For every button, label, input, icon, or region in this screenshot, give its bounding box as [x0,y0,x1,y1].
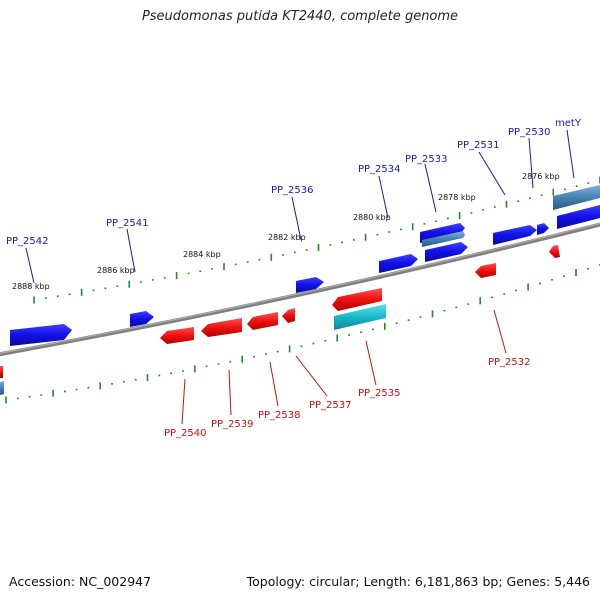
gene-label-pp2535[interactable]: PP_2535 [358,388,401,399]
kbp-label: 2884 kbp [183,250,221,259]
gene-arrow-pp2538[interactable] [247,312,278,330]
gene-label-pp2540[interactable]: PP_2540 [164,428,207,439]
gene-arrow-pp2533-rna[interactable] [422,231,465,247]
inner-tick-ring [5,264,600,404]
kbp-label: 2880 kbp [353,213,391,222]
accession-text: Accession: NC_002947 [9,574,152,589]
gene-arrow-pp2530[interactable] [537,223,549,235]
gene-label-pp2531[interactable]: PP_2531 [457,140,500,151]
genome-stats-text: Topology: circular; Length: 6,181,863 bp… [246,574,590,589]
gene-arrow-pp2535[interactable] [334,304,386,330]
reverse-strand-genes [0,245,560,395]
gene-label-pp2536[interactable]: PP_2536 [271,185,314,196]
gene-arrow-pp2532b[interactable] [549,245,560,258]
leader-line [291,196,302,241]
gene-arrow-pp2532[interactable] [475,263,496,278]
gene-arrow-pp2531[interactable] [493,225,537,245]
gene-label-pp2537[interactable]: PP_2537 [309,400,352,411]
leader-line [566,129,575,179]
gene-arrow-pp2535-a[interactable] [332,288,382,311]
leader-line [269,361,279,407]
forward-strand-genes [10,185,600,346]
gene-arrow-pp2542[interactable] [10,324,72,346]
genome-backbone [0,222,600,357]
leader-line [126,228,136,273]
leader-line [181,378,186,425]
leader-line [25,247,35,284]
outer-tick-ring [33,176,600,304]
gene-arrow-mety[interactable] [553,185,600,210]
gene-label-pp2541[interactable]: PP_2541 [106,218,149,229]
genome-title: Pseudomonas putida KT2440, complete geno… [141,9,459,24]
gene-label-pp2532[interactable]: PP_2532 [488,357,531,368]
gene-arrow-edge-left[interactable] [0,366,3,378]
forward-gene-labels: PP_2542 PP_2541 PP_2536 PP_2534 PP_2533 … [6,118,582,284]
gene-label-mety[interactable]: metY [555,118,582,129]
gene-arrow-pp2536[interactable] [296,277,324,293]
gene-label-pp2539[interactable]: PP_2539 [211,419,254,430]
leader-line [424,163,437,213]
gene-label-pp2533[interactable]: PP_2533 [405,154,448,165]
genome-backbone-highlight [0,222,600,354]
kbp-label: 2888 kbp [12,282,50,291]
gene-label-pp2534[interactable]: PP_2534 [358,164,401,175]
gene-arrow-pp2534[interactable] [379,254,418,273]
gene-label-pp2542[interactable]: PP_2542 [6,236,49,247]
kbp-labels: 2888 kbp 2886 kbp 2884 kbp 2882 kbp 2880… [12,172,560,291]
leader-line [365,340,377,386]
leader-line [228,369,232,416]
gene-arrow-mety-fwd[interactable] [557,205,600,229]
gene-arrow-pp2531b[interactable] [425,242,468,262]
kbp-label: 2882 kbp [268,233,306,242]
gene-arrow-pp2540[interactable] [160,327,194,344]
kbp-label: 2878 kbp [438,193,476,202]
gene-arrow-pp2541[interactable] [130,311,154,327]
gene-arrow-pp2539[interactable] [201,318,242,337]
leader-line [295,355,328,397]
kbp-label: 2886 kbp [97,266,135,275]
gene-arrow-pp2537[interactable] [282,308,295,323]
gene-label-pp2538[interactable]: PP_2538 [258,410,301,421]
gene-label-pp2530[interactable]: PP_2530 [508,127,551,138]
kbp-label: 2876 kbp [522,172,560,181]
leader-line [493,309,507,354]
leader-line [528,137,534,189]
leader-line [478,151,506,196]
reverse-gene-labels: PP_2540 PP_2539 PP_2538 PP_2537 PP_2535 … [164,309,531,439]
leader-line [378,175,389,219]
gene-arrow-edge-left-rna[interactable] [0,381,4,395]
